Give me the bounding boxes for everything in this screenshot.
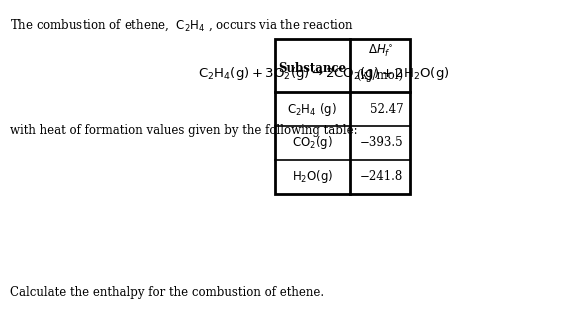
Text: The combustion of ethene,  $\mathrm{C_2H_4}$ , occurs via the reaction: The combustion of ethene, $\mathrm{C_2H_…: [10, 18, 354, 33]
Text: Substance: Substance: [278, 62, 346, 75]
Text: −393.5: −393.5: [360, 136, 403, 150]
Text: $\Delta H_f^\circ$: $\Delta H_f^\circ$: [368, 42, 392, 59]
Bar: [275, 39, 410, 194]
Text: (kJ/mol): (kJ/mol): [357, 68, 403, 81]
Text: Calculate the enthalpy for the combustion of ethene.: Calculate the enthalpy for the combustio…: [10, 286, 324, 299]
Text: −241.8: −241.8: [360, 170, 403, 183]
Text: with heat of formation values given by the following table:: with heat of formation values given by t…: [10, 124, 358, 137]
Text: 52.47: 52.47: [369, 102, 403, 116]
Text: $\mathrm{CO_2(g)}$: $\mathrm{CO_2(g)}$: [292, 134, 333, 151]
Text: $\mathrm{C_2H_4(g) + 3O_2(g) \rightarrow 2CO_2(g) + 2H_2O(g)}$: $\mathrm{C_2H_4(g) + 3O_2(g) \rightarrow…: [198, 65, 450, 82]
Text: $\mathrm{C_2H_4\ (g)}$: $\mathrm{C_2H_4\ (g)}$: [287, 100, 337, 118]
Text: $\mathrm{H_2O(g)}$: $\mathrm{H_2O(g)}$: [291, 168, 333, 185]
